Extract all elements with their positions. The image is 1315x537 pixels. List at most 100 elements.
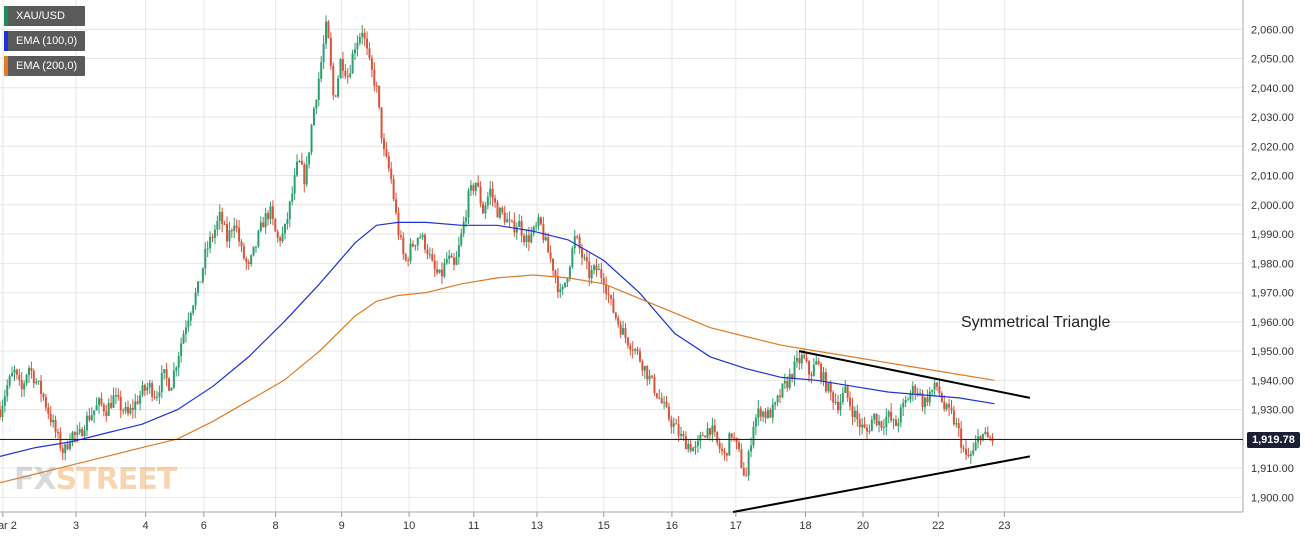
legend-swatch-xauusd: [4, 6, 8, 26]
x-tick-label: 9: [339, 520, 345, 532]
candle-body: [431, 254, 434, 261]
candle-body: [151, 383, 154, 397]
candle-body: [486, 196, 489, 206]
candle-body: [254, 246, 257, 248]
candle-body: [856, 410, 859, 420]
candle-body: [725, 453, 728, 456]
y-tick-label: 1,900.00: [1251, 492, 1294, 504]
candle-body: [948, 404, 951, 408]
candle-body: [238, 227, 241, 242]
candle-body: [730, 433, 733, 438]
candle-body: [873, 413, 876, 420]
candle-body: [165, 369, 168, 379]
candle-body: [76, 432, 79, 435]
candle-body: [887, 411, 890, 417]
candle-body: [489, 188, 492, 197]
candle-body: [155, 396, 158, 398]
candle-body: [455, 257, 458, 265]
legend-item-ema100[interactable]: EMA (100,0): [4, 31, 86, 51]
candle-body: [834, 401, 837, 403]
candle-body: [605, 284, 608, 295]
candle-body: [711, 425, 714, 435]
y-tick-label: 1,940.00: [1251, 375, 1294, 387]
candle-body: [378, 85, 381, 108]
candle-body: [817, 361, 820, 364]
candle-body: [904, 399, 907, 403]
candle-body: [199, 281, 202, 283]
candle-body: [537, 217, 540, 226]
candle-body: [911, 386, 914, 394]
candle-body: [479, 186, 482, 204]
candle-body: [498, 207, 501, 218]
candle-body: [786, 380, 789, 388]
candle-body: [158, 392, 161, 397]
candle-body: [20, 380, 23, 390]
candle-body: [907, 399, 910, 401]
candle-body: [890, 411, 893, 421]
candle-body: [721, 448, 724, 452]
candle-body: [643, 366, 646, 371]
candle-body: [950, 407, 953, 411]
candle-body: [281, 233, 284, 241]
candle-body: [578, 237, 581, 249]
candle-body: [201, 268, 204, 282]
candle-body: [899, 407, 902, 423]
candle-body: [984, 431, 987, 434]
candle-body: [735, 437, 738, 443]
candle-body: [933, 382, 936, 390]
candle-body: [967, 454, 970, 456]
legend-item-ema200[interactable]: EMA (200,0): [4, 56, 86, 76]
candle-body: [571, 248, 574, 268]
candle-body: [69, 442, 72, 450]
candle-body: [986, 431, 989, 438]
candle-body: [957, 423, 960, 429]
candle-body: [593, 265, 596, 271]
x-tick-label: 17: [730, 520, 742, 532]
candle-body: [539, 217, 542, 225]
candle-body: [849, 397, 852, 407]
candle-body: [148, 383, 151, 388]
candle-body: [716, 431, 719, 443]
x-tick-label: 18: [799, 520, 811, 532]
candle-body: [448, 255, 451, 260]
candle-body: [129, 407, 132, 414]
legend-label-ema100: EMA (100,0): [16, 35, 78, 47]
candle-body: [264, 213, 267, 228]
candle-body: [692, 447, 695, 452]
candle-body: [974, 442, 977, 451]
candle-body: [440, 269, 443, 277]
candle-body: [370, 57, 373, 70]
candle-body: [916, 392, 919, 394]
candle-body: [320, 62, 323, 79]
candle-body: [752, 426, 755, 446]
candle-body: [341, 59, 344, 71]
y-tick-label: 2,000.00: [1251, 200, 1294, 212]
candle-body: [124, 406, 127, 412]
candle-body: [88, 415, 91, 421]
candle-body: [764, 411, 767, 418]
candle-body: [771, 404, 774, 418]
candle-body: [226, 224, 229, 242]
candle-body: [0, 409, 1, 417]
candle-body: [902, 402, 905, 408]
trendline-lower: [732, 455, 1031, 513]
candle-body: [11, 372, 14, 377]
candle-body: [73, 432, 76, 435]
candle-body: [646, 366, 649, 380]
candle-body: [160, 372, 163, 393]
candle-body: [469, 185, 472, 191]
candle-body: [923, 397, 926, 408]
candle-body: [481, 203, 484, 214]
watermark-part1: FX: [14, 462, 57, 497]
candle-body: [61, 448, 64, 454]
candle-body: [477, 182, 480, 187]
candle-body: [776, 395, 779, 403]
candle-body: [680, 433, 683, 436]
candle-body: [684, 436, 687, 450]
candle-body: [71, 432, 74, 443]
candle-body: [27, 367, 30, 376]
legend-item-xauusd[interactable]: XAU/USD: [4, 6, 86, 26]
candle-body: [228, 230, 231, 242]
x-tick-label: 10: [403, 520, 415, 532]
candle-body: [936, 382, 939, 387]
